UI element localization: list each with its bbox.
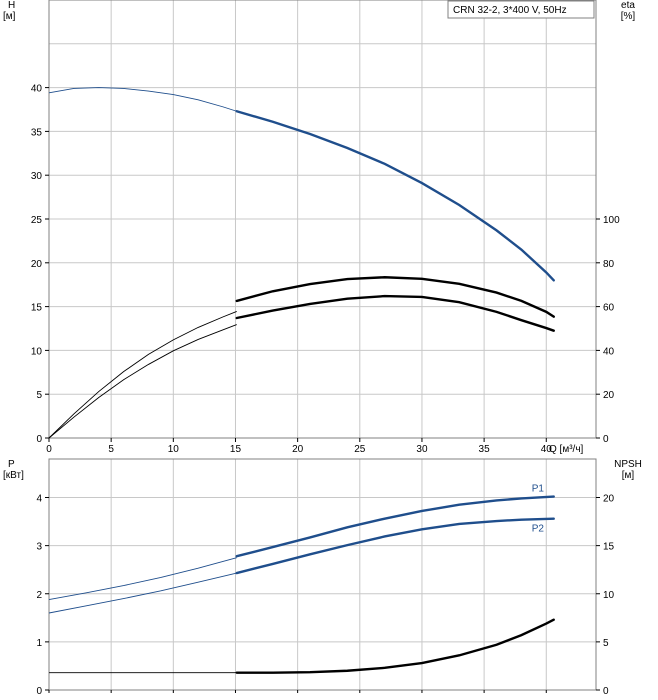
left-tick-label: 40 <box>31 84 43 95</box>
left-tick-label: 30 <box>31 171 43 182</box>
x-tick-label: 0 <box>46 444 52 455</box>
right-tick-label: 5 <box>603 638 609 649</box>
series-line-thick <box>235 294 555 332</box>
right-tick-label: 20 <box>603 390 615 401</box>
left-tick-label: 0 <box>36 686 42 697</box>
right-axis-label-name: NPSH <box>614 459 642 470</box>
right-tick-label: 100 <box>603 215 620 226</box>
x-tick-label: 20 <box>292 444 304 455</box>
left-axis-label-unit: [м] <box>3 11 16 22</box>
series-line-thick <box>235 618 555 674</box>
right-axis-label-unit: [м] <box>622 470 635 481</box>
left-tick-label: 15 <box>31 303 43 314</box>
left-tick-label: 1 <box>36 638 42 649</box>
right-tick-label: 0 <box>603 686 609 697</box>
right-tick-label: 15 <box>603 542 615 553</box>
x-tick-label: 25 <box>354 444 366 455</box>
right-axis-label-unit: [%] <box>621 11 636 22</box>
left-tick-label: 3 <box>36 542 42 553</box>
series-line-thin <box>48 572 237 614</box>
legend-box-text: CRN 32-2, 3*400 V, 50Hz <box>453 5 567 16</box>
x-tick-label: 10 <box>168 444 180 455</box>
series-line-thick <box>235 495 555 558</box>
series-line-thin <box>48 557 237 600</box>
left-tick-label: 20 <box>31 259 43 270</box>
series-line-thin <box>48 324 237 439</box>
power-npsh-panel: 0 1 2 3 4 0 5 10 15 20 P[кВт] NPSH[м] P1 P2 <box>3 458 642 697</box>
left-tick-label: 35 <box>31 127 43 138</box>
legend-box <box>447 0 595 19</box>
right-tick-label: 40 <box>603 346 615 357</box>
x-tick-label: 5 <box>108 444 114 455</box>
x-tick-label: 15 <box>230 444 242 455</box>
series-line-thick <box>235 517 555 575</box>
left-tick-label: 4 <box>36 494 42 505</box>
series-line-thick <box>235 110 555 282</box>
series-line-thin <box>48 311 237 439</box>
left-tick-label: 25 <box>31 215 43 226</box>
left-tick-label: 2 <box>36 590 42 601</box>
series-label: P2 <box>532 524 545 535</box>
right-tick-label: 20 <box>603 494 615 505</box>
right-tick-label: 10 <box>603 590 615 601</box>
right-axis-label-name: eta <box>621 0 635 11</box>
x-tick-label: 35 <box>479 444 491 455</box>
right-tick-label: 0 <box>603 434 609 445</box>
head-efficiency-panel: 0 5 10 15 20 25 30 35 40 0 20 40 60 80 100 H[м] eta[%] 0 5… <box>3 0 635 455</box>
right-tick-label: 60 <box>603 303 615 314</box>
series-label: P1 <box>532 484 545 495</box>
series-line-thin <box>48 87 237 112</box>
x-tick-label: 40 <box>541 444 553 455</box>
x-tick-label: 30 <box>416 444 428 455</box>
x-axis-label: Q [м³/ч] <box>549 444 584 455</box>
left-axis-label-name: H <box>8 0 15 11</box>
left-tick-label: 5 <box>36 390 42 401</box>
right-tick-label: 80 <box>603 259 615 270</box>
left-axis-label-name: P <box>8 459 15 470</box>
left-axis-label-unit: [кВт] <box>3 470 24 481</box>
left-tick-label: 0 <box>36 434 42 445</box>
series-line-thick <box>235 276 555 318</box>
plot-frame <box>48 458 597 691</box>
left-tick-label: 10 <box>31 346 43 357</box>
